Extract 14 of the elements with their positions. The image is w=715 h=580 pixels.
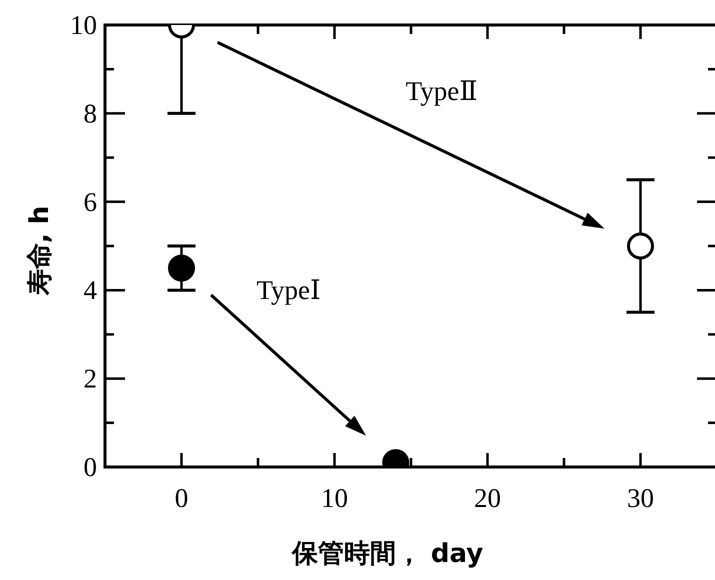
x-tick-label: 30	[627, 483, 654, 513]
annotation: TypeⅡ	[406, 76, 478, 106]
y-tick-label: 2	[84, 364, 97, 394]
y-tick-label: 0	[84, 452, 97, 482]
y-axis-title: 寿命, h	[25, 206, 55, 296]
x-axis-title: 保管時間， day	[290, 539, 484, 569]
x-tick-label: 0	[174, 483, 188, 513]
x-tick-label: 20	[474, 483, 501, 513]
y-tick-label: 8	[84, 98, 97, 128]
y-tick-label: 10	[70, 10, 97, 40]
x-tick-label: 10	[321, 483, 348, 513]
y-tick-label: 4	[84, 275, 98, 306]
y-tick-label: 6	[84, 186, 97, 217]
annotation: TypeⅠ	[256, 275, 321, 306]
